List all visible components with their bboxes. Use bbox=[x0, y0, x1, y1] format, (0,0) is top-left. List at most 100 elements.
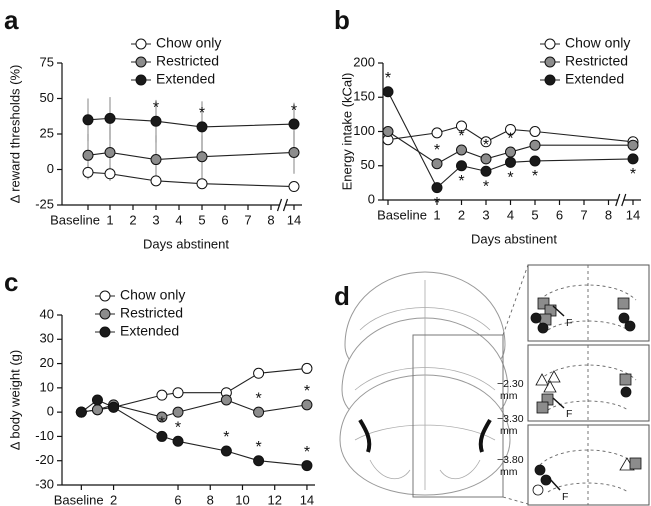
axis-break-gap bbox=[279, 201, 286, 209]
significance-star: * bbox=[255, 390, 261, 407]
data-point bbox=[529, 155, 541, 167]
data-point bbox=[172, 406, 184, 418]
data-point bbox=[150, 154, 162, 166]
data-point bbox=[196, 121, 208, 133]
data-point bbox=[505, 146, 516, 158]
data-point bbox=[288, 146, 300, 158]
data-point bbox=[627, 139, 639, 151]
x-tick-label: 4 bbox=[507, 207, 514, 222]
section-detail bbox=[539, 265, 637, 505]
data-point bbox=[150, 115, 162, 127]
data-point bbox=[529, 126, 541, 137]
legend-marker bbox=[135, 38, 147, 50]
legend-marker bbox=[544, 74, 556, 86]
marker bbox=[532, 484, 544, 496]
x-tick-label: 3 bbox=[152, 212, 159, 227]
data-point bbox=[253, 455, 265, 467]
series-line bbox=[87, 171, 295, 188]
legend-label: Chow only bbox=[156, 35, 221, 51]
data-point bbox=[82, 166, 94, 178]
significance-star: * bbox=[153, 99, 159, 116]
y-tick-label: 25 bbox=[40, 125, 54, 140]
panel-label: c bbox=[4, 267, 18, 297]
y-axis-label: Δ reward thresholds (%) bbox=[7, 65, 22, 204]
axis-break bbox=[282, 198, 289, 212]
x-tick-label: 1 bbox=[106, 212, 113, 227]
significance-star: * bbox=[434, 142, 440, 159]
data-point bbox=[220, 394, 232, 406]
data-point bbox=[172, 387, 184, 399]
data-point bbox=[301, 460, 313, 472]
x-tick-label: 8 bbox=[267, 212, 274, 227]
legend-label: Extended bbox=[156, 71, 215, 87]
y-tick-label: 0 bbox=[368, 191, 375, 206]
brain-diagram: d bbox=[334, 264, 650, 506]
significance-star: * bbox=[458, 128, 464, 145]
data-point bbox=[172, 435, 184, 447]
legend-marker bbox=[99, 290, 111, 302]
marker bbox=[534, 464, 546, 476]
data-point bbox=[156, 411, 168, 423]
data-point bbox=[253, 406, 265, 418]
y-tick-label: -20 bbox=[35, 452, 54, 467]
y-tick-label: 10 bbox=[40, 379, 54, 394]
legend-marker bbox=[135, 56, 147, 68]
x-axis-label: Days abstinent bbox=[471, 231, 557, 246]
arrow bbox=[548, 477, 561, 491]
data-point bbox=[382, 86, 394, 98]
significance-star: * bbox=[458, 173, 464, 190]
x-tick-label: 14 bbox=[626, 207, 640, 222]
marker-label: F bbox=[562, 491, 568, 503]
axis-break-gap bbox=[617, 196, 624, 204]
axis-break bbox=[276, 198, 283, 212]
data-point bbox=[104, 146, 116, 158]
legend-marker bbox=[544, 56, 556, 68]
data-point bbox=[156, 430, 168, 442]
x-tick-label: 6 bbox=[174, 492, 181, 506]
marker bbox=[624, 320, 636, 332]
x-tick-label: 5 bbox=[198, 212, 205, 227]
brain-detail bbox=[354, 280, 496, 490]
marker bbox=[540, 474, 552, 486]
data-point bbox=[529, 139, 541, 151]
series-line bbox=[87, 117, 295, 128]
data-point bbox=[253, 367, 265, 379]
placement-markers bbox=[530, 297, 642, 496]
legend-marker bbox=[99, 326, 111, 338]
data-point bbox=[431, 182, 443, 194]
data-point bbox=[382, 126, 394, 137]
arrow bbox=[552, 305, 565, 317]
level-unit: mm bbox=[500, 425, 518, 437]
marker bbox=[535, 370, 561, 393]
data-point bbox=[301, 362, 313, 374]
y-tick-label: 50 bbox=[361, 157, 375, 172]
zoom-line bbox=[502, 496, 529, 505]
legend-label: Chow only bbox=[120, 287, 185, 303]
panel-label: d bbox=[334, 281, 350, 311]
significance-star: * bbox=[507, 170, 513, 187]
y-axis-label: Energy intake (kCal) bbox=[339, 73, 354, 191]
y-axis-label: Δ body weight (g) bbox=[7, 350, 22, 450]
x-tick-label: 3 bbox=[482, 207, 489, 222]
significance-star: * bbox=[483, 178, 489, 195]
data-point bbox=[82, 149, 94, 161]
marker bbox=[537, 297, 550, 310]
brain-detail bbox=[358, 418, 492, 453]
zoom-line bbox=[502, 264, 529, 336]
x-tick-label: 6 bbox=[556, 207, 563, 222]
data-point bbox=[505, 156, 516, 168]
x-tick-label: 14 bbox=[287, 212, 301, 227]
x-tick-label: Baseline bbox=[50, 212, 100, 227]
x-tick-label: 2 bbox=[110, 492, 117, 506]
marker-label: F bbox=[566, 317, 572, 329]
data-point bbox=[301, 399, 313, 411]
level-depth: −3.30 bbox=[497, 413, 524, 425]
level-unit: mm bbox=[500, 390, 518, 402]
data-point bbox=[431, 158, 443, 170]
series-line bbox=[87, 151, 295, 161]
significance-star: * bbox=[199, 105, 205, 122]
legend-label: Restricted bbox=[156, 53, 219, 69]
significance-star: * bbox=[304, 444, 310, 461]
significance-star: * bbox=[532, 168, 538, 185]
y-tick-label: 0 bbox=[47, 161, 54, 176]
